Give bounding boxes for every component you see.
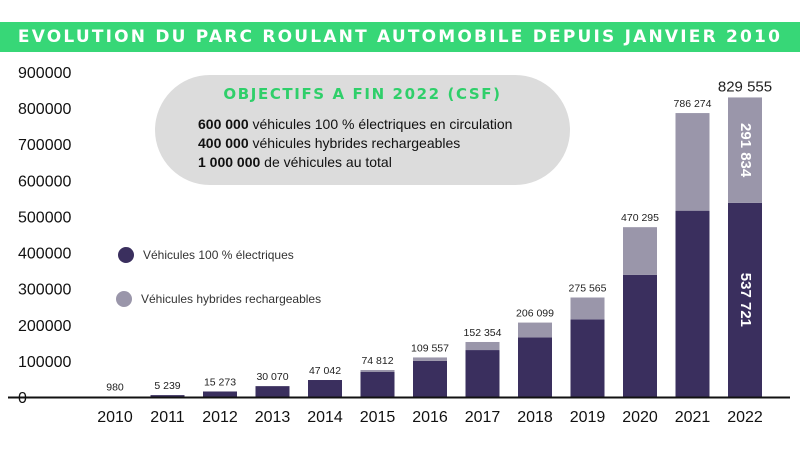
y-tick-label: 400000 xyxy=(18,246,71,263)
inner-label-hybrid-2022: 291 834 xyxy=(737,123,754,178)
y-tick-label: 600000 xyxy=(18,173,71,190)
legend-label-electric: Véhicules 100 % électriques xyxy=(143,248,294,262)
x-tick-label: 2017 xyxy=(465,409,501,426)
x-tick-label: 2019 xyxy=(570,409,606,426)
bar-hybrid-2018 xyxy=(518,322,552,338)
total-label-2019: 275 565 xyxy=(569,282,607,294)
legend-label-hybrid: Véhicules hybrides rechargeables xyxy=(141,292,321,306)
objective-line-total: 1 000 000 de véhicules au total xyxy=(198,154,392,170)
total-label-2015: 74 812 xyxy=(361,355,393,367)
y-tick-label: 700000 xyxy=(18,137,71,154)
legend-marker-hybrid xyxy=(116,291,132,307)
bar-electric-2019 xyxy=(570,319,605,397)
bar-electric-2017 xyxy=(465,350,500,397)
x-tick-label: 2014 xyxy=(307,409,343,426)
total-label-2021: 786 274 xyxy=(674,98,712,110)
bar-electric-2018 xyxy=(518,337,552,397)
total-label-2014: 47 042 xyxy=(309,365,341,377)
x-tick-label: 2011 xyxy=(150,409,185,426)
bar-electric-2013 xyxy=(255,386,290,397)
objective-value: 1 000 000 xyxy=(198,154,261,170)
y-tick-label: 800000 xyxy=(18,101,71,118)
y-tick-label: 500000 xyxy=(18,209,71,226)
x-tick-label: 2012 xyxy=(202,409,238,426)
bar-electric-2022 xyxy=(728,202,762,397)
title-bar: EVOLUTION DU PARC ROULANT AUTOMOBILE DEP… xyxy=(0,22,800,52)
inner-label-electric-2022: 537 721 xyxy=(737,273,754,327)
total-label-2018: 206 099 xyxy=(516,308,554,320)
objective-line-hybrid: 400 000 véhicules hybrides rechargeables xyxy=(198,135,460,151)
total-label-2010: 980 xyxy=(106,382,124,394)
bar-electric-2011 xyxy=(150,395,185,397)
bar-hybrid-2022 xyxy=(728,97,762,203)
y-tick-label: 300000 xyxy=(18,282,71,299)
total-label-2013: 30 070 xyxy=(256,371,288,383)
x-tick-label: 2022 xyxy=(727,409,763,426)
objectives-box: OBJECTIFS A FIN 2022 (CSF) 600 000 véhic… xyxy=(155,75,570,185)
bar-electric-2020 xyxy=(623,274,657,397)
objective-line-electric: 600 000 véhicules 100 % électriques en c… xyxy=(198,116,512,132)
bar-hybrid-2016 xyxy=(413,357,447,361)
total-label-2011: 5 239 xyxy=(154,380,180,392)
bar-hybrid-2015 xyxy=(360,369,395,372)
bar-electric-2015 xyxy=(360,371,395,397)
bar-hybrid-2017 xyxy=(465,341,500,351)
total-label-2020: 470 295 xyxy=(621,212,659,224)
x-tick-label: 2013 xyxy=(255,409,291,426)
x-tick-label: 2016 xyxy=(412,409,448,426)
total-label-2012: 15 273 xyxy=(204,376,236,388)
bar-hybrid-2021 xyxy=(675,113,710,211)
y-tick-label: 900000 xyxy=(18,65,71,82)
bar-electric-2014 xyxy=(308,380,342,397)
y-tick-label: 100000 xyxy=(18,354,71,371)
objective-text: véhicules 100 % électriques en circulati… xyxy=(248,116,513,132)
y-tick-label: 200000 xyxy=(18,318,71,335)
chart-title: EVOLUTION DU PARC ROULANT AUTOMOBILE DEP… xyxy=(17,27,783,47)
total-label-2017: 152 354 xyxy=(464,327,502,339)
total-label-2022: 829 555 xyxy=(718,78,772,95)
x-tick-label: 2015 xyxy=(360,409,396,426)
objective-text: véhicules hybrides rechargeables xyxy=(248,135,461,151)
objective-text: de véhicules au total xyxy=(260,154,392,170)
objective-value: 400 000 xyxy=(198,135,249,151)
bar-electric-2012 xyxy=(203,391,237,397)
objective-value: 600 000 xyxy=(198,116,249,132)
bar-hybrid-2019 xyxy=(570,297,605,320)
bar-hybrid-2020 xyxy=(623,227,657,275)
legend-marker-electric xyxy=(118,247,134,263)
x-tick-label: 2021 xyxy=(675,409,711,426)
x-tick-label: 2018 xyxy=(517,409,553,426)
bar-electric-2016 xyxy=(413,360,447,397)
bar-electric-2021 xyxy=(675,210,710,397)
total-label-2016: 109 557 xyxy=(411,342,449,354)
x-tick-label: 2010 xyxy=(97,409,133,426)
objectives-title: OBJECTIFS A FIN 2022 (CSF) xyxy=(223,85,502,103)
x-tick-label: 2020 xyxy=(622,409,658,426)
